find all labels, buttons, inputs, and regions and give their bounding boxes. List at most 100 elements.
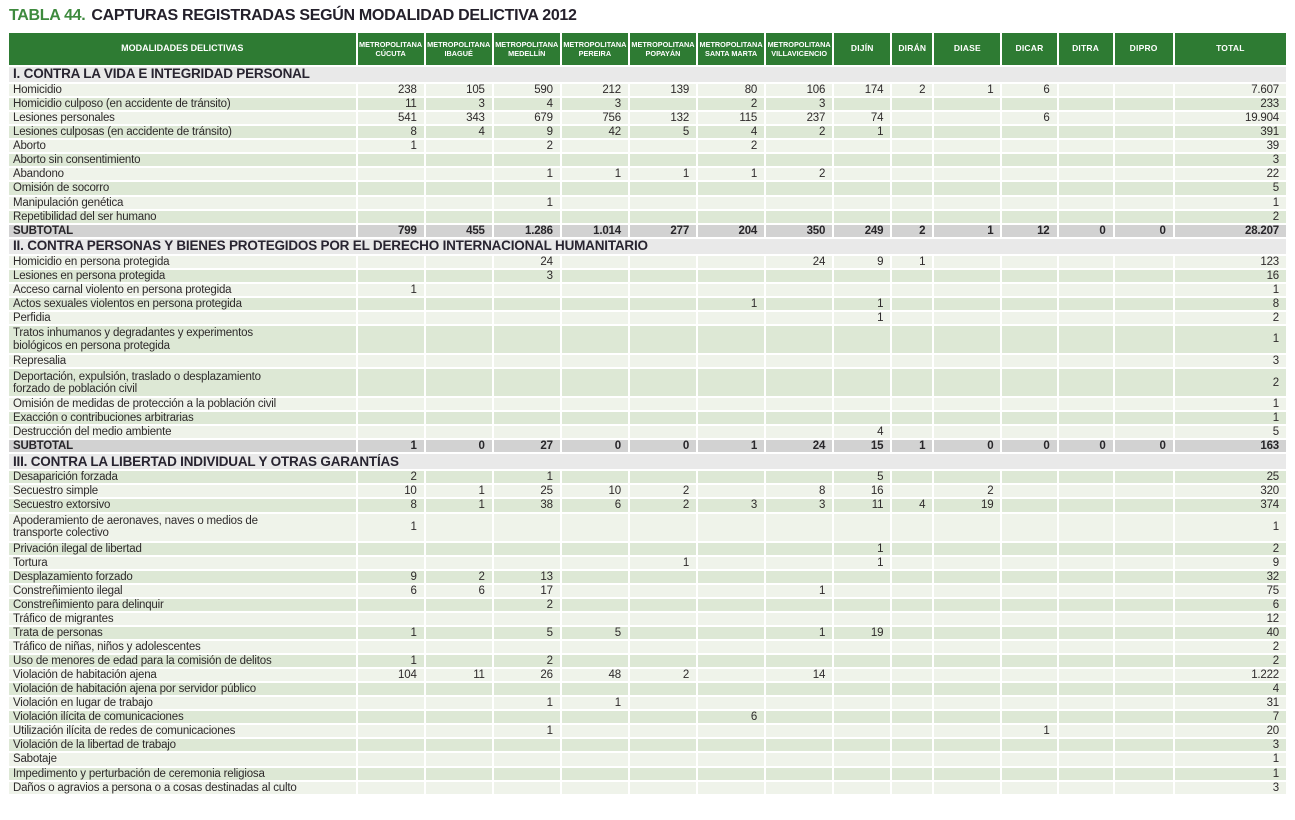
- total-cell: 2: [1174, 640, 1286, 653]
- value-cell: 3: [425, 98, 492, 111]
- row-label-cell: Lesiones culposas (en accidente de tráns…: [9, 126, 356, 139]
- subtotal-row: SUBTOTAL 1 0 27 0 0 1 24 15 1 0 0 0 0 163: [9, 440, 1286, 453]
- value-cell: [1002, 196, 1057, 209]
- value-cell: [493, 781, 560, 794]
- value-cell: [425, 255, 492, 268]
- value-cell: [834, 598, 891, 611]
- value-cell: [1114, 725, 1173, 738]
- value-cell: [1114, 711, 1173, 724]
- value-cell: [1058, 697, 1113, 710]
- table-row: Homicidio en persona protegida 24 24 9 1 123: [9, 255, 1286, 268]
- value-cell: [493, 398, 560, 411]
- value-cell: [561, 196, 628, 209]
- total-cell: 163: [1174, 440, 1286, 453]
- value-cell: [561, 355, 628, 368]
- value-cell: [766, 210, 833, 223]
- value-cell: [934, 98, 1001, 111]
- value-cell: [1002, 669, 1057, 682]
- value-cell: 1: [425, 499, 492, 512]
- value-cell: 2: [892, 84, 933, 97]
- value-cell: [629, 297, 697, 310]
- value-cell: 237: [766, 112, 833, 125]
- value-cell: [561, 154, 628, 167]
- value-cell: [934, 471, 1001, 484]
- total-cell: 12: [1174, 612, 1286, 625]
- value-cell: [934, 655, 1001, 668]
- value-cell: [1114, 355, 1173, 368]
- value-cell: [493, 542, 560, 555]
- value-cell: [493, 283, 560, 296]
- value-cell: [357, 369, 424, 397]
- value-cell: [629, 711, 697, 724]
- column-header: METROPOLITANA POPAYÁN: [629, 33, 697, 65]
- value-cell: [1002, 753, 1057, 766]
- value-cell: [561, 781, 628, 794]
- table-row: Secuestro simple 10 1 25 10 2 8 16 2 320: [9, 485, 1286, 498]
- total-cell: 39: [1174, 140, 1286, 153]
- value-cell: [766, 556, 833, 569]
- total-cell: 2: [1174, 655, 1286, 668]
- value-cell: [1002, 499, 1057, 512]
- value-cell: [1002, 326, 1057, 353]
- value-cell: [698, 471, 765, 484]
- row-label-cell: Omisión de medidas de protección a la po…: [9, 398, 356, 411]
- value-cell: [629, 683, 697, 696]
- value-cell: [561, 725, 628, 738]
- value-cell: 1: [629, 168, 697, 181]
- value-cell: [357, 781, 424, 794]
- page-title: TABLA 44. CAPTURAS REGISTRADAS SEGÚN MODA…: [9, 7, 1295, 25]
- total-cell: 16: [1174, 269, 1286, 282]
- value-cell: [1002, 570, 1057, 583]
- row-label-cell: Sabotaje: [9, 753, 356, 766]
- value-cell: [629, 196, 697, 209]
- row-label-cell: Secuestro simple: [9, 485, 356, 498]
- value-cell: [698, 485, 765, 498]
- table-row: Homicidio 238 105 590 212 139 80 106 174 2 1 6 7.607: [9, 84, 1286, 97]
- value-cell: [1114, 168, 1173, 181]
- value-cell: [425, 168, 492, 181]
- value-cell: [1114, 311, 1173, 324]
- value-cell: 0: [1002, 440, 1057, 453]
- value-cell: 0: [425, 440, 492, 453]
- value-cell: [561, 584, 628, 597]
- table-row: Apoderamiento de aeronaves, naves o medi…: [9, 513, 1286, 541]
- value-cell: [1114, 640, 1173, 653]
- total-cell: 2: [1174, 311, 1286, 324]
- value-cell: [493, 556, 560, 569]
- total-cell: 1: [1174, 513, 1286, 541]
- total-cell: 2: [1174, 210, 1286, 223]
- value-cell: [766, 196, 833, 209]
- value-cell: [892, 683, 933, 696]
- value-cell: [934, 612, 1001, 625]
- table-row: Violación ilícita de comunicaciones 6 7: [9, 711, 1286, 724]
- value-cell: [766, 739, 833, 752]
- table-row: Lesiones culposas (en accidente de tráns…: [9, 126, 1286, 139]
- value-cell: [766, 683, 833, 696]
- value-cell: [892, 412, 933, 425]
- value-cell: [1002, 182, 1057, 195]
- value-cell: 1: [834, 556, 891, 569]
- total-cell: 3: [1174, 355, 1286, 368]
- value-cell: 6: [1002, 84, 1057, 97]
- value-cell: [1002, 311, 1057, 324]
- value-cell: [698, 640, 765, 653]
- value-cell: [493, 753, 560, 766]
- table-row: Actos sexuales violentos en persona prot…: [9, 297, 1286, 310]
- value-cell: [1002, 126, 1057, 139]
- value-cell: [357, 297, 424, 310]
- value-cell: [1058, 570, 1113, 583]
- value-cell: [698, 655, 765, 668]
- table-row: Privación ilegal de libertad 1 2: [9, 542, 1286, 555]
- value-cell: 1: [357, 140, 424, 153]
- value-cell: [357, 739, 424, 752]
- column-header: DIRÁN: [892, 33, 933, 65]
- value-cell: [561, 412, 628, 425]
- value-cell: [1114, 196, 1173, 209]
- value-cell: [493, 767, 560, 780]
- value-cell: [357, 753, 424, 766]
- value-cell: [1114, 669, 1173, 682]
- value-cell: [934, 311, 1001, 324]
- value-cell: [493, 513, 560, 541]
- value-cell: [357, 355, 424, 368]
- value-cell: [766, 471, 833, 484]
